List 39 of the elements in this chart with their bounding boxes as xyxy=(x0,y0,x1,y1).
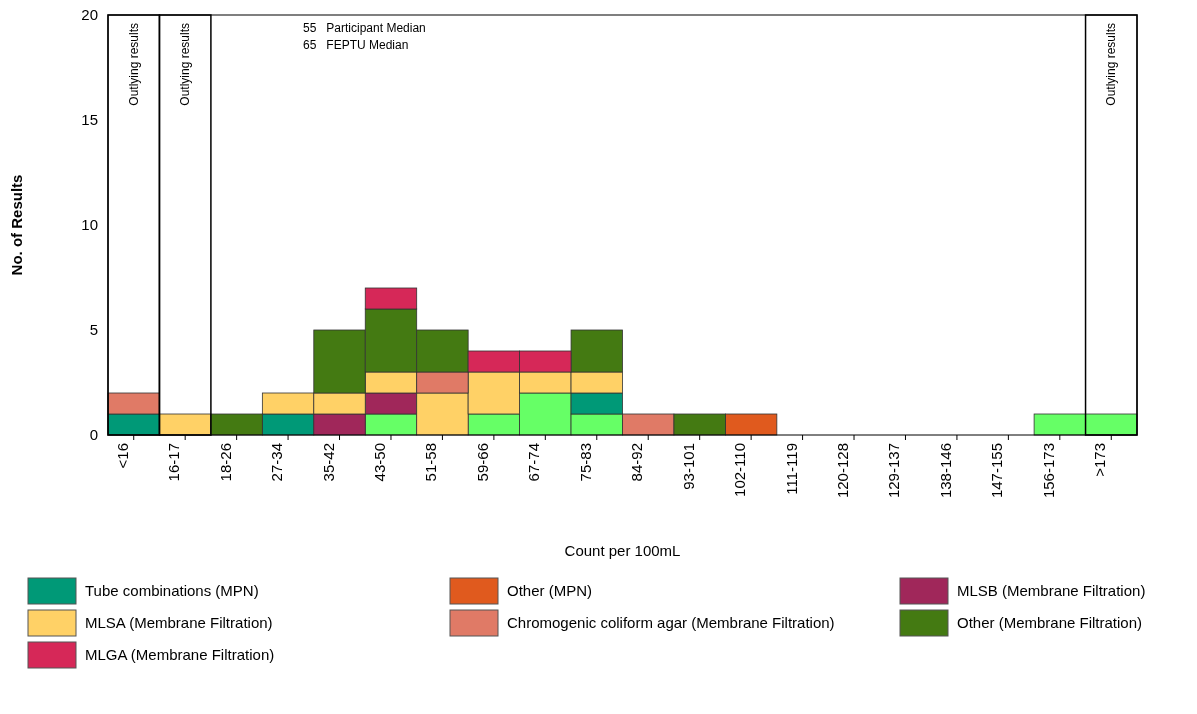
x-tick-label: 43-50 xyxy=(370,443,388,482)
x-tick-label: 27-34 xyxy=(268,443,286,482)
x-tick-label: <16 xyxy=(113,443,131,469)
x-tick-label: 16-17 xyxy=(165,443,183,482)
legend-label: Other (MPN) xyxy=(507,582,593,599)
legend-label: Tube combinations (MPN) xyxy=(85,582,259,599)
x-tick-label: 18-26 xyxy=(216,443,234,482)
x-tick-label: 129-137 xyxy=(885,443,903,499)
annotation: 55 Participant Median xyxy=(303,21,426,35)
legend-label: MLSA (Membrane Filtration) xyxy=(85,614,273,631)
legend-label: MLGA (Membrane Filtration) xyxy=(85,646,275,663)
x-tick-label: 111-119 xyxy=(782,443,800,495)
y-tick-label: 10 xyxy=(81,216,98,234)
x-tick-label: 156-173 xyxy=(1039,443,1057,499)
x-axis-title: Count per 100mL xyxy=(564,542,681,559)
legend-label: MLSB (Membrane Filtration) xyxy=(957,582,1146,599)
x-tick-label: 138-146 xyxy=(936,443,954,499)
y-tick-label: 15 xyxy=(81,111,98,129)
x-tick-label: 102-110 xyxy=(731,443,749,497)
x-tick-label: 147-155 xyxy=(988,443,1006,499)
x-tick-label: 93-101 xyxy=(679,443,697,490)
y-axis-title: No. of Results xyxy=(8,174,25,276)
y-tick-label: 0 xyxy=(89,426,98,444)
annotation: Outlying results xyxy=(126,23,141,106)
annotation: Outlying results xyxy=(178,23,193,106)
legend-label: Other (Membrane Filtration) xyxy=(957,614,1143,631)
x-tick-label: 120-128 xyxy=(834,443,852,499)
x-tick-label: 67-74 xyxy=(525,443,543,482)
x-tick-label: 35-42 xyxy=(319,443,337,482)
annotation: 65 FEPTU Median xyxy=(303,38,409,52)
x-tick-label: 51-58 xyxy=(422,443,440,482)
annotation: Outlying results xyxy=(1104,23,1119,106)
y-tick-label: 20 xyxy=(81,6,98,24)
y-tick-label: 5 xyxy=(89,321,98,339)
x-tick-label: >173 xyxy=(1091,443,1109,477)
x-tick-label: 59-66 xyxy=(473,443,491,482)
x-tick-label: 84-92 xyxy=(628,443,646,482)
x-tick-label: 75-83 xyxy=(576,443,594,482)
legend-label: Chromogenic coliform agar (Membrane Filtration) xyxy=(507,614,835,631)
